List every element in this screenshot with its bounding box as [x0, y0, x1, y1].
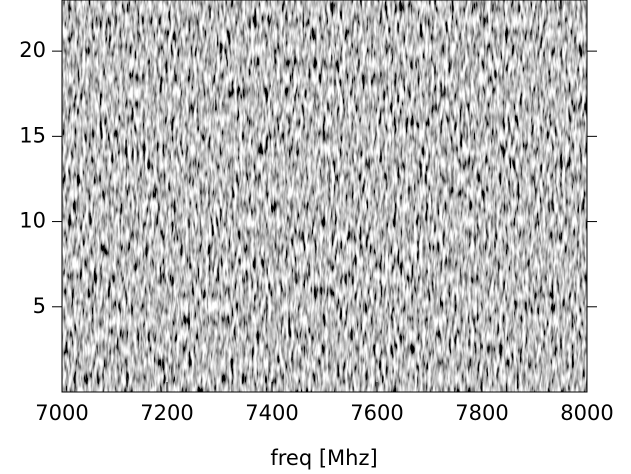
x-tick-label: 7600	[350, 401, 403, 425]
y-tick-label: 20	[19, 38, 46, 62]
x-tick-label: 7400	[245, 401, 298, 425]
y-tick-label: 10	[19, 209, 46, 233]
x-tick-label: 7800	[455, 401, 508, 425]
x-tick-label: 7000	[35, 401, 88, 425]
y-tick-label: 15	[19, 123, 46, 147]
x-tick-label: 8000	[560, 401, 613, 425]
plot-frame	[61, 0, 588, 393]
heatmap-image	[62, 0, 587, 392]
x-tick-label: 7200	[140, 401, 193, 425]
x-axis-label: freq [Mhz]	[270, 446, 377, 470]
y-tick-label: 5	[33, 294, 46, 318]
